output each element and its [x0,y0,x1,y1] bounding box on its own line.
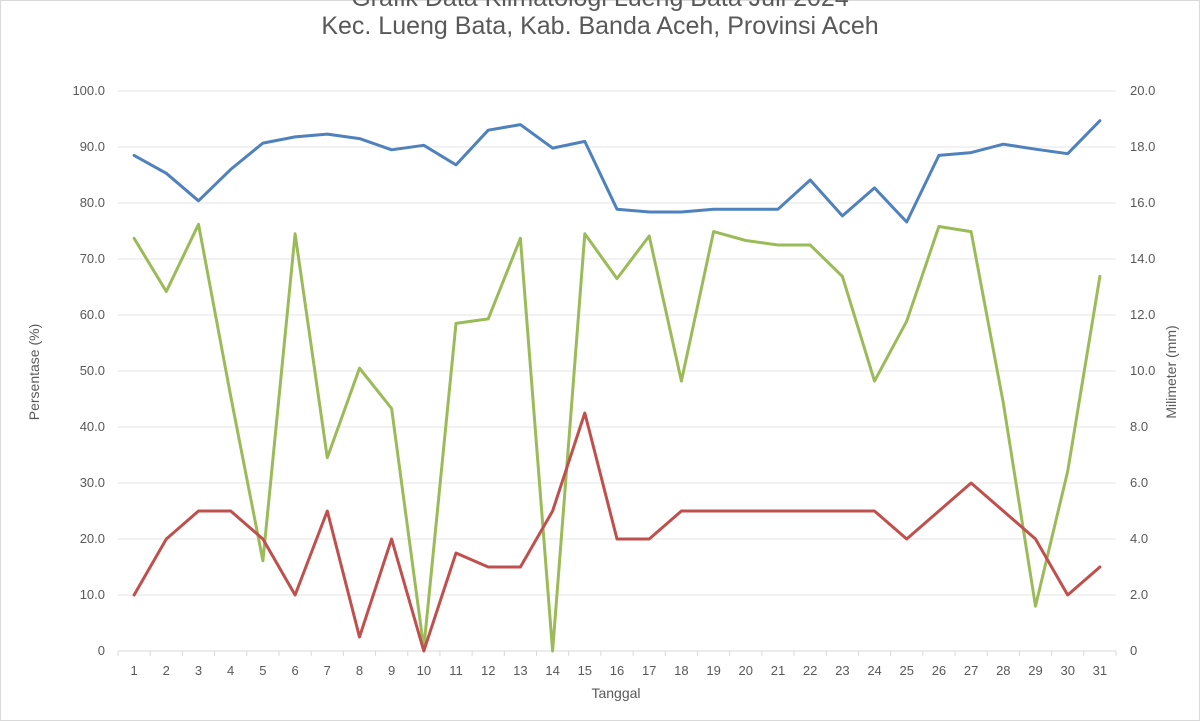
chart-subtitle: Kec. Lueng Bata, Kab. Banda Aceh, Provin… [321,12,879,40]
x-tick-label: 1 [130,663,137,678]
series-line-blue [132,119,1102,224]
x-tick-label: 7 [324,663,331,678]
x-tick-label: 14 [545,663,559,678]
x-tick-label: 20 [739,663,753,678]
y2-tick-label: 14.0 [1130,251,1155,266]
x-tick-label: 3 [195,663,202,678]
series-line-green [132,222,1102,653]
x-tick-label: 31 [1093,663,1107,678]
series-lines [132,119,1102,653]
x-axis-label: Tanggal [591,685,640,701]
y-tick-label: 0 [98,643,105,658]
y2-tick-label: 16.0 [1130,195,1155,210]
y-tick-label: 10.0 [80,587,105,602]
x-tick-label: 30 [1060,663,1074,678]
series-line-red [132,411,1102,653]
y2-tick-label: 20.0 [1130,83,1155,98]
x-tick-label: 8 [356,663,363,678]
x-tick-label: 19 [706,663,720,678]
x-tick-label: 25 [900,663,914,678]
x-tick-label: 16 [610,663,624,678]
x-tick-label: 4 [227,663,234,678]
y2-tick-label: 18.0 [1130,139,1155,154]
right-axis-ticks: 0 2.0 4.0 6.0 8.0 10.0 12.0 14.0 16.0 18.0 20.0 [1130,83,1155,658]
x-tick-label: 11 [449,663,463,678]
x-tick-label: 15 [578,663,592,678]
y-tick-label: 80.0 [80,195,105,210]
y2-tick-label: 4.0 [1130,531,1148,546]
x-tick-label: 24 [867,663,881,678]
x-tick-label: 5 [259,663,266,678]
x-tick-label: 12 [481,663,495,678]
y2-tick-label: 6.0 [1130,475,1148,490]
x-tick-label: 17 [642,663,656,678]
x-tick-label: 28 [996,663,1010,678]
x-tick-label: 13 [513,663,527,678]
x-tick-label: 26 [932,663,946,678]
x-tick-label: 6 [291,663,298,678]
y2-tick-label: 0 [1130,643,1137,658]
y-tick-label: 60.0 [80,307,105,322]
y-tick-label: 40.0 [80,419,105,434]
y2-tick-label: 12.0 [1130,307,1155,322]
y-tick-label: 90.0 [80,139,105,154]
y2-tick-label: 2.0 [1130,587,1148,602]
y-tick-label: 70.0 [80,251,105,266]
y-tick-label: 50.0 [80,363,105,378]
x-tick-label: 10 [417,663,431,678]
y-tick-label: 20.0 [80,531,105,546]
x-tick-label: 29 [1028,663,1042,678]
chart-title: Grafik Data Klimatologi Lueng Bata Juli … [0,0,1200,13]
x-tick-label: 21 [771,663,785,678]
y2-axis-label: Milimeter (mm) [1163,325,1179,418]
gridlines [118,90,1116,652]
y2-tick-label: 8.0 [1130,419,1148,434]
x-tick-label: 9 [388,663,395,678]
x-axis-ticks: 1 2 3 4 5 6 7 8 9 10 11 12 13 14 15 16 17 18 19 20 21 22 23 24 2… [117,651,1117,678]
y-axis-label: Persentase (%) [26,324,42,420]
x-tick-label: 27 [964,663,978,678]
y-tick-label: 100.0 [72,83,105,98]
x-tick-label: 2 [163,663,170,678]
left-axis-ticks: 0 10.0 20.0 30.0 40.0 50.0 60.0 70.0 80.0 90.0 100… [72,83,105,658]
x-tick-label: 18 [674,663,688,678]
y2-tick-label: 10.0 [1130,363,1155,378]
x-tick-label: 22 [803,663,817,678]
y-tick-label: 30.0 [80,475,105,490]
x-tick-label: 23 [835,663,849,678]
